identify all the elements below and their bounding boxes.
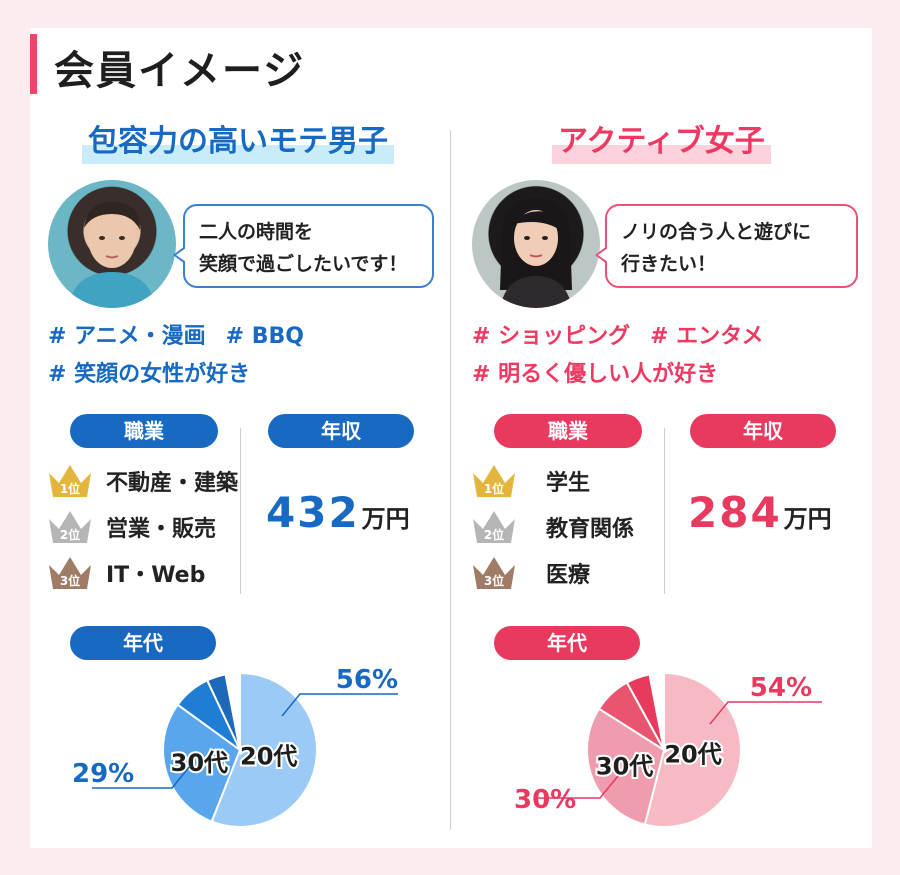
female-persona-title: アクティブ女子: [552, 122, 771, 164]
female-pie-slice-1: [643, 671, 742, 828]
male-income-heading: 年収: [268, 414, 414, 448]
female-callout-major-line: [709, 701, 822, 725]
female-income-value: 284: [688, 488, 782, 537]
male-income: 432万円: [266, 488, 410, 537]
female-rank-badge-3: 3位: [484, 573, 504, 588]
female-rank-badge-1: 1位: [484, 481, 504, 496]
female-age-pie: 20代 30代 54% 30%: [450, 650, 900, 850]
female-stat-separator: [664, 428, 665, 594]
male-income-unit: 万円: [361, 505, 410, 533]
female-tag-2: # エンタメ: [650, 324, 764, 349]
male-age-heading: 年代: [70, 626, 216, 660]
male-tag-1: # アニメ・漫画: [48, 324, 206, 349]
female-job-label-1: 学生: [546, 471, 591, 496]
female-job-rank-3: 3位 医療: [470, 550, 634, 596]
female-bubble-line-1: ノリの合う人と遊びに: [621, 221, 812, 243]
male-bubble-line-2: 笑顔で過ごしたいです！: [199, 253, 408, 275]
male-age-pie: 20代 30代 56% 29%: [0, 650, 450, 850]
female-callout-major: 54%: [750, 673, 812, 703]
female-avatar: [472, 180, 600, 308]
male-job-label-1: 不動産・建築: [106, 471, 239, 496]
female-income: 284万円: [688, 488, 832, 537]
male-stat-separator: [240, 428, 241, 594]
female-income-heading: 年収: [690, 414, 836, 448]
male-pie-label-1: 20代: [240, 742, 297, 770]
crown-icon: 3位: [46, 553, 94, 593]
male-pie-label-2: 30代: [171, 749, 228, 777]
male-job-ranking: 1位 不動産・建築 2位 営業・販売 3位 IT・Web: [46, 458, 238, 596]
female-tag-1: # ショッピング: [472, 324, 631, 349]
female-pie-label-1: 20代: [664, 741, 721, 769]
crown-icon: 1位: [470, 461, 518, 501]
bubble-tail: [595, 246, 608, 264]
female-job-rank-1: 1位 学生: [470, 458, 634, 504]
male-callout-minor: 29%: [72, 759, 134, 789]
female-job-heading: 職業: [494, 414, 642, 448]
male-pie-slice-2: [162, 703, 242, 823]
female-job-label-2: 教育関係: [546, 517, 635, 542]
female-bubble-line-2: 行きたい！: [621, 253, 717, 275]
male-avatar: [48, 180, 176, 308]
female-callout-minor: 30%: [514, 785, 576, 815]
male-rank-badge-3: 3位: [60, 573, 80, 588]
bubble-tail: [173, 246, 186, 264]
female-tag-3: # 明るく優しい人が好き: [472, 362, 719, 387]
female-callout-minor-line: [536, 775, 619, 799]
page-title: 会員イメージ: [54, 48, 306, 94]
female-pie-slice-5: [648, 671, 665, 751]
female-pie-label-2: 30代: [596, 753, 653, 781]
male-income-value: 432: [266, 488, 360, 537]
male-pie-slice-1: [210, 671, 318, 828]
male-callout-minor-line: [92, 765, 191, 789]
crown-icon: 3位: [470, 553, 518, 593]
male-speech-bubble: 二人の時間を 笑顔で過ごしたいです！: [173, 204, 434, 288]
male-callout-major-line: [281, 693, 398, 717]
female-persona: アクティブ女子 ノリの合う人と遊びに 行きたい！ # ショッピング # エンタメ …: [450, 0, 900, 875]
female-pie-slice-2: [586, 707, 666, 826]
male-tag-2: # BBQ: [225, 324, 304, 349]
male-tags: # アニメ・漫画 # BBQ # 笑顔の女性が好き: [48, 318, 324, 394]
male-tag-3: # 笑顔の女性が好き: [48, 362, 251, 387]
male-job-rank-1: 1位 不動産・建築: [46, 458, 238, 504]
female-income-unit: 万円: [783, 505, 832, 533]
male-pie-slice-5: [224, 671, 241, 751]
male-job-label-3: IT・Web: [106, 563, 206, 588]
male-persona: 包容力の高いモテ男子 二人の時間を 笑顔で過ごしたいです！ # アニメ・漫画 # …: [0, 122, 450, 850]
male-job-rank-2: 2位 営業・販売: [46, 504, 238, 550]
crown-icon: 2位: [46, 507, 94, 547]
female-speech-bubble: ノリの合う人と遊びに 行きたい！: [595, 204, 858, 288]
male-rank-badge-1: 1位: [60, 481, 80, 496]
female-age-heading: 年代: [494, 626, 640, 660]
male-rank-badge-2: 2位: [60, 527, 80, 542]
female-job-rank-2: 2位 教育関係: [470, 504, 634, 550]
male-job-rank-3: 3位 IT・Web: [46, 550, 238, 596]
female-job-label-3: 医療: [546, 563, 591, 588]
female-job-ranking: 1位 学生 2位 教育関係 3位 医療: [470, 458, 634, 596]
male-callout-major: 56%: [336, 665, 398, 695]
male-persona-title: 包容力の高いモテ男子: [82, 122, 394, 164]
crown-icon: 2位: [470, 507, 518, 547]
crown-icon: 1位: [46, 461, 94, 501]
female-rank-badge-2: 2位: [484, 527, 504, 542]
female-tags: # ショッピング # エンタメ # 明るく優しい人が好き: [472, 318, 784, 394]
male-job-label-2: 営業・販売: [106, 517, 217, 542]
title-accent-bar: [30, 34, 37, 94]
column-divider: [450, 130, 451, 830]
male-job-heading: 職業: [70, 414, 218, 448]
male-bubble-line-1: 二人の時間を: [199, 221, 314, 243]
